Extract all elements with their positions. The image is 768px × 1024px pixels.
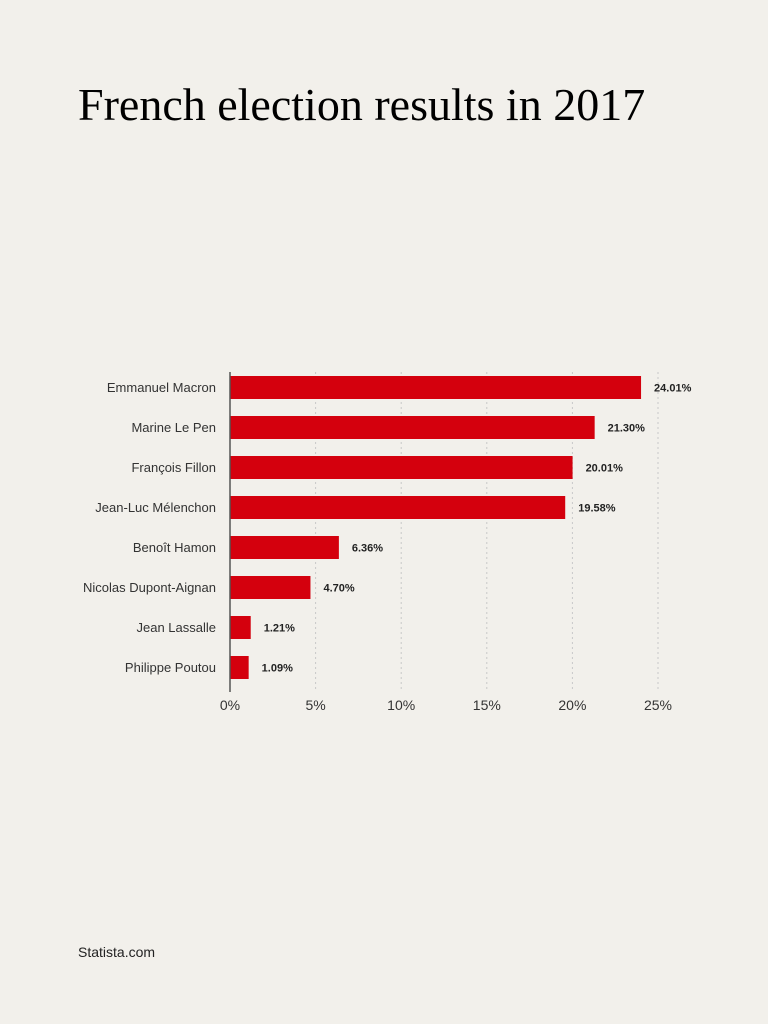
bar — [230, 456, 573, 479]
bar — [230, 536, 339, 559]
category-label: Emmanuel Macron — [107, 380, 216, 395]
bars — [230, 376, 642, 679]
bar — [230, 616, 251, 639]
value-label: 4.70% — [323, 583, 354, 595]
value-label: 24.01% — [654, 383, 692, 395]
x-tick-label: 20% — [558, 697, 586, 713]
bar — [230, 656, 249, 679]
bar — [230, 416, 595, 439]
category-label: Philippe Poutou — [125, 660, 216, 675]
value-label: 1.09% — [262, 663, 293, 675]
x-tick-label: 25% — [644, 697, 672, 713]
category-label: François Fillon — [131, 460, 216, 475]
page-title: French election results in 2017 — [78, 79, 646, 130]
value-label: 20.01% — [586, 463, 624, 475]
x-tick-label: 10% — [387, 697, 415, 713]
category-label: Benoît Hamon — [133, 540, 216, 555]
category-label: Jean Lassalle — [137, 620, 217, 635]
bar — [230, 576, 311, 599]
x-tick-label: 15% — [473, 697, 501, 713]
bar — [230, 496, 566, 519]
value-label: 21.30% — [608, 423, 646, 435]
category-label: Jean-Luc Mélenchon — [95, 500, 216, 515]
category-label: Nicolas Dupont-Aignan — [83, 580, 216, 595]
value-label: 19.58% — [578, 503, 616, 515]
value-label: 6.36% — [352, 543, 383, 555]
x-tick-label: 0% — [220, 697, 240, 713]
gridlines — [315, 372, 659, 692]
x-tick-label: 5% — [305, 697, 325, 713]
bar — [230, 376, 642, 399]
value-label: 1.21% — [264, 623, 295, 635]
footer-source: Statista.com — [78, 944, 156, 960]
labels: 0% 5% 10% 15% 20% 25% Emmanuel Macron 24.01% Mar… — [83, 380, 692, 713]
category-label: Marine Le Pen — [131, 420, 216, 435]
